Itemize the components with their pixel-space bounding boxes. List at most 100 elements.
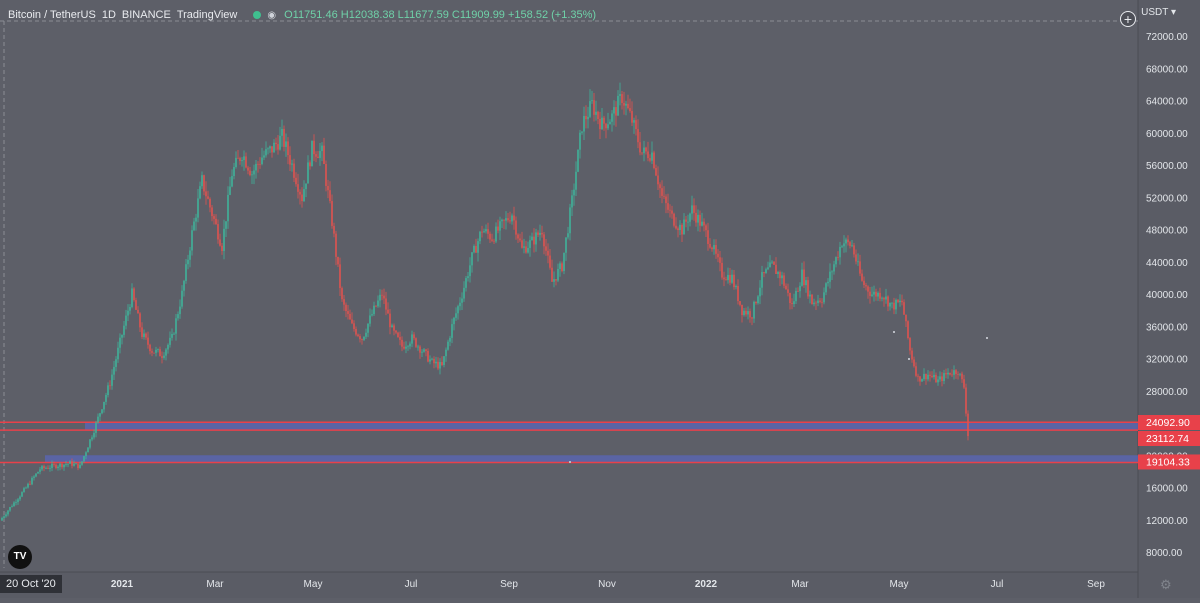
candle-body	[683, 219, 685, 235]
marker-dot	[893, 331, 895, 333]
candle-body	[213, 216, 215, 219]
candle-body	[759, 287, 761, 297]
candle-body	[93, 432, 95, 438]
candle-body	[73, 463, 75, 466]
candle-body	[407, 346, 409, 348]
candle-body	[201, 175, 203, 187]
candle-body	[275, 142, 277, 145]
candle-body	[831, 271, 833, 273]
candle-body	[895, 299, 897, 310]
y-tick-label: 40000.00	[1146, 290, 1188, 301]
candle-body	[209, 198, 211, 208]
candle-body	[951, 374, 953, 376]
candle-body	[853, 245, 855, 255]
candle-body	[441, 361, 443, 366]
candle-body	[405, 346, 407, 349]
candle-body	[953, 370, 955, 375]
candle-body	[797, 290, 799, 292]
candle-body	[181, 290, 183, 307]
candle-body	[813, 302, 815, 305]
level-price-badge	[1138, 431, 1200, 446]
candle-body	[75, 463, 77, 465]
x-tick-label: Mar	[206, 579, 224, 590]
candle-body	[69, 461, 71, 464]
candle-body	[795, 290, 797, 302]
candle-body	[359, 336, 361, 340]
eye-icon[interactable]: ◉	[267, 9, 277, 21]
candle-body	[355, 328, 357, 335]
candle-body	[687, 221, 689, 223]
candle-body	[825, 283, 827, 293]
candle-body	[45, 467, 47, 469]
candle-body	[59, 463, 61, 467]
candle-body	[215, 218, 217, 225]
candle-body	[311, 140, 313, 167]
candle-body	[233, 166, 235, 177]
candle-body	[643, 147, 645, 154]
candle-body	[387, 309, 389, 314]
candle-body	[817, 300, 819, 303]
interval-label[interactable]: 1D	[101, 9, 116, 21]
candle-body	[293, 163, 295, 178]
candle-body	[257, 163, 259, 165]
candle-body	[101, 409, 103, 414]
candle-body	[79, 464, 81, 469]
candle-body	[475, 246, 477, 253]
candle-body	[627, 103, 629, 109]
candle-body	[697, 214, 699, 223]
gear-icon[interactable]: ⚙	[1160, 577, 1172, 592]
candle-body	[285, 141, 287, 147]
candle-body	[41, 466, 43, 470]
candle-body	[821, 301, 823, 303]
candle-body	[497, 226, 499, 231]
candle-body	[329, 190, 331, 202]
candle-body	[121, 334, 123, 338]
candle-body	[917, 375, 919, 377]
candle-body	[265, 149, 267, 156]
candle-body	[869, 291, 871, 296]
candle-body	[823, 292, 825, 303]
ohlc-values: O11751.46 H12038.38 L11677.59 C11909.99 …	[284, 9, 596, 21]
candle-body	[757, 296, 759, 304]
candle-body	[733, 274, 735, 288]
support-zone[interactable]	[45, 455, 1138, 463]
candle-body	[445, 349, 447, 357]
candle-body	[793, 301, 795, 305]
candle-body	[271, 146, 273, 153]
candle-body	[23, 488, 25, 493]
candle-body	[109, 385, 111, 387]
candle-body	[767, 267, 769, 270]
currency-selector[interactable]: USDT ▾	[1141, 7, 1176, 18]
candle-body	[777, 272, 779, 274]
candle-body	[389, 313, 391, 328]
candle-body	[379, 294, 381, 301]
price-axis-background[interactable]	[1138, 0, 1200, 598]
candle-body	[919, 376, 921, 382]
tradingview-logo-icon[interactable]: TV	[8, 545, 32, 569]
candle-body	[829, 271, 831, 282]
candle-body	[295, 177, 297, 185]
candle-body	[301, 194, 303, 202]
y-tick-label: 52000.00	[1146, 193, 1188, 204]
candle-body	[103, 401, 105, 410]
candle-body	[119, 337, 121, 348]
candle-body	[957, 374, 959, 375]
candle-body	[591, 100, 593, 102]
time-axis-background[interactable]	[0, 572, 1138, 598]
candle-body	[155, 349, 157, 353]
candle-body	[903, 302, 905, 315]
candle-body	[161, 356, 163, 358]
candle-body	[859, 261, 861, 274]
support-zone[interactable]	[85, 422, 1138, 431]
y-tick-label: 28000.00	[1146, 387, 1188, 398]
symbol-name[interactable]: Bitcoin / TetherUS	[8, 9, 96, 21]
add-indicator-button[interactable]: +	[1120, 11, 1136, 27]
candle-body	[403, 346, 405, 349]
y-tick-label: 48000.00	[1146, 226, 1188, 237]
candle-body	[435, 361, 437, 364]
candle-body	[675, 225, 677, 229]
candle-body	[33, 476, 35, 478]
candle-body	[519, 238, 521, 241]
